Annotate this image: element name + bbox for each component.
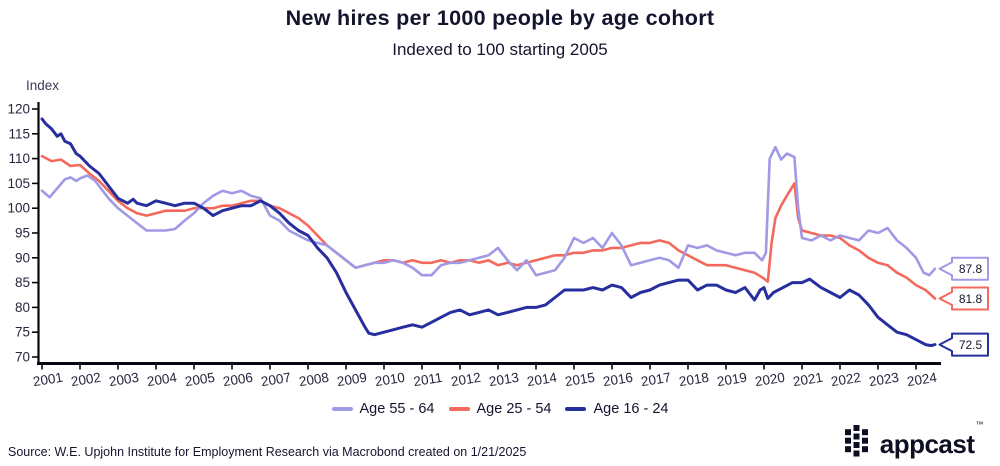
legend-label: Age 16 - 24 [593,401,669,417]
chart-subtitle: Indexed to 100 starting 2005 [392,40,608,59]
svg-text:110: 110 [8,151,30,166]
svg-text:2005: 2005 [184,370,216,390]
svg-text:2003: 2003 [108,370,140,390]
source-text: Source: W.E. Upjohn Institute for Employ… [8,445,527,459]
svg-text:90: 90 [15,250,30,265]
svg-text:2009: 2009 [336,370,368,390]
svg-text:2018: 2018 [678,370,710,390]
svg-text:115: 115 [8,126,30,141]
svg-text:2020: 2020 [754,370,786,390]
svg-text:2014: 2014 [526,370,558,390]
svg-text:2012: 2012 [450,370,482,390]
svg-text:80: 80 [15,300,30,315]
svg-text:2011: 2011 [412,370,443,389]
svg-text:2024: 2024 [906,370,938,390]
legend-label: Age 55 - 64 [359,401,435,417]
svg-text:2004: 2004 [146,370,178,390]
svg-text:2019: 2019 [716,370,748,390]
svg-text:2008: 2008 [298,370,330,390]
appcast-logo-icon [844,425,868,457]
legend-swatch-age-25-54 [448,407,470,411]
svg-text:2007: 2007 [260,370,292,390]
trademark-symbol: ™ [975,419,984,429]
svg-text:2016: 2016 [602,370,634,390]
svg-text:100: 100 [7,201,30,216]
svg-text:70: 70 [15,350,30,365]
svg-text:2006: 2006 [222,370,254,390]
legend-item-age-16-24: Age 16 - 24 [565,401,668,417]
svg-text:72.5: 72.5 [959,338,983,352]
svg-text:2010: 2010 [374,370,406,390]
appcast-logo: appcast™ [844,419,984,462]
svg-text:2013: 2013 [488,370,520,390]
legend-swatch-age-16-24 [565,407,587,411]
svg-text:2021: 2021 [792,370,824,390]
svg-text:87.8: 87.8 [959,262,983,276]
svg-text:105: 105 [7,176,30,191]
svg-text:2001: 2001 [32,370,64,390]
svg-text:2022: 2022 [830,370,862,390]
chart-title: New hires per 1000 people by age cohort [285,6,715,30]
legend-item-age-55-64: Age 55 - 64 [331,401,435,417]
legend-swatch-age-55-64 [331,407,353,411]
y-axis-title: Index [26,78,60,93]
svg-text:2015: 2015 [564,370,596,390]
legend-label: Age 25 - 54 [476,401,552,417]
svg-text:2017: 2017 [640,370,672,390]
svg-text:2023: 2023 [868,370,900,390]
svg-text:2002: 2002 [70,370,102,390]
svg-text:75: 75 [15,325,30,340]
svg-text:85: 85 [15,275,30,290]
appcast-logo-text: appcast™ [879,419,984,459]
svg-text:95: 95 [15,226,30,241]
legend: Age 55 - 64 Age 25 - 54 Age 16 - 24 [0,401,1000,417]
legend-item-age-25-54: Age 25 - 54 [448,401,552,417]
svg-text:81.8: 81.8 [959,292,983,306]
svg-text:120: 120 [7,102,30,117]
